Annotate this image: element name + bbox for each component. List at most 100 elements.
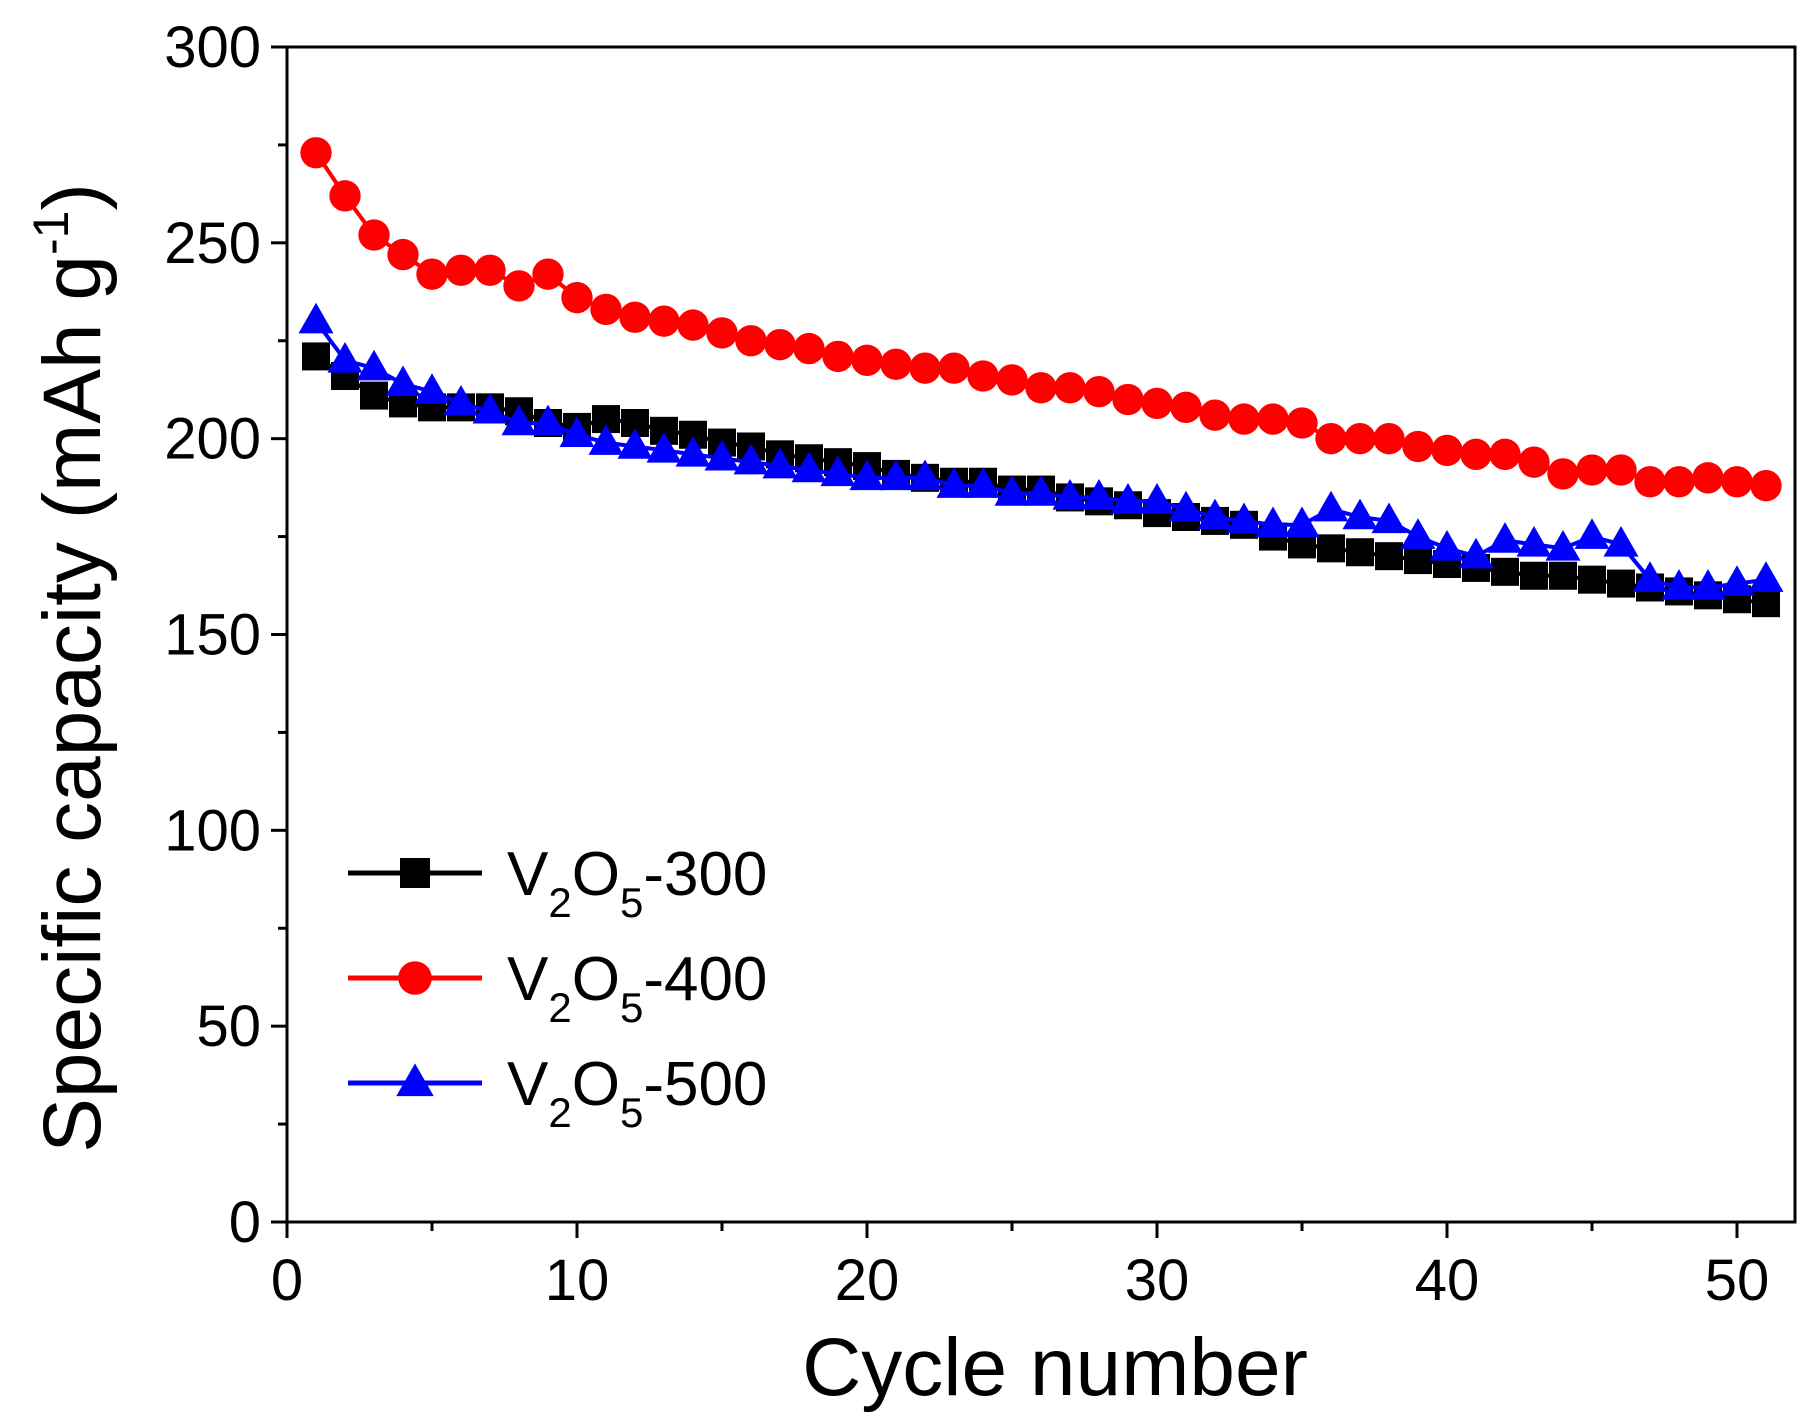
- x-tick-label: 30: [1125, 1248, 1190, 1313]
- data-point-v2o5-400: [300, 137, 332, 169]
- legend-label-part: O: [572, 1050, 620, 1119]
- data-point-v2o5-400: [1054, 372, 1086, 404]
- data-point-v2o5-300: [1375, 542, 1403, 571]
- data-point-v2o5-400: [1083, 375, 1115, 408]
- data-point-v2o5-500: [675, 435, 711, 467]
- data-point-v2o5-300: [1317, 534, 1345, 563]
- data-point-v2o5-500: [1255, 506, 1291, 538]
- legend-item-v2o5-400: V2O5-400: [348, 945, 767, 1031]
- data-point-v2o5-500: [1168, 490, 1204, 522]
- data-point-v2o5-400: [1344, 422, 1376, 455]
- data-point-v2o5-500: [965, 467, 1001, 498]
- y-tick-label: 250: [164, 211, 261, 276]
- data-point-v2o5-400: [996, 364, 1028, 396]
- data-point-v2o5-500: [1139, 482, 1175, 514]
- legend-label-part: V: [507, 1050, 549, 1119]
- ticks: 0 50 100 150 200 250 300 0 10 20 30 40 50: [164, 15, 1769, 1313]
- data-point-v2o5-500: [936, 467, 972, 498]
- legend-subscript: 2: [548, 984, 571, 1031]
- data-point-v2o5-400: [1634, 466, 1666, 498]
- data-point-v2o5-400: [1025, 372, 1057, 404]
- data-point-v2o5-400: [1431, 434, 1463, 467]
- data-point-v2o5-500: [1342, 498, 1378, 530]
- data-point-v2o5-400: [1199, 399, 1231, 431]
- data-point-v2o5-500: [501, 404, 537, 436]
- legend-subscript: 5: [620, 879, 643, 926]
- data-point-v2o5-400: [329, 180, 361, 212]
- data-point-v2o5-400: [1286, 407, 1318, 439]
- data-point-v2o5-400: [1489, 438, 1521, 471]
- y-tick-label: 100: [164, 798, 261, 863]
- data-point-v2o5-500: [1081, 479, 1117, 510]
- data-point-v2o5-400: [358, 219, 390, 251]
- data-point-v2o5-400: [967, 360, 999, 392]
- data-point-v2o5-500: [530, 404, 566, 436]
- legend-marker: [398, 961, 432, 995]
- legend-subscript: 5: [620, 984, 643, 1031]
- data-point-v2o5-500: [588, 424, 624, 455]
- data-point-v2o5-300: [1346, 538, 1374, 567]
- data-point-v2o5-500: [1516, 526, 1552, 557]
- data-point-v2o5-500: [1487, 522, 1523, 553]
- legend-label-part: -400: [643, 945, 767, 1014]
- data-point-v2o5-400: [851, 344, 883, 377]
- data-point-v2o5-300: [1549, 561, 1577, 590]
- legend-marker: [396, 1063, 434, 1097]
- data-point-v2o5-400: [532, 258, 564, 290]
- data-point-v2o5-400: [1721, 466, 1753, 498]
- legend-label-part: O: [572, 840, 620, 909]
- x-tick-label: 10: [545, 1248, 610, 1313]
- data-point-v2o5-500: [1197, 498, 1233, 530]
- data-point-v2o5-500: [849, 459, 885, 491]
- data-point-v2o5-300: [1578, 565, 1606, 594]
- data-point-v2o5-400: [416, 258, 448, 290]
- legend-label-part: V: [507, 840, 549, 909]
- data-point-v2o5-500: [1052, 479, 1088, 510]
- data-point-v2o5-500: [559, 416, 595, 447]
- axes: [285, 45, 1797, 1224]
- data-point-v2o5-500: [385, 365, 421, 397]
- data-point-v2o5-400: [474, 254, 506, 286]
- data-point-v2o5-500: [298, 302, 334, 334]
- x-tick-label: 50: [1705, 1248, 1770, 1313]
- legend-label-part: V: [507, 945, 549, 1014]
- data-point-v2o5-500: [1023, 475, 1059, 506]
- data-point-v2o5-400: [561, 281, 593, 314]
- data-point-v2o5-400: [880, 348, 912, 380]
- data-point-v2o5-400: [1576, 454, 1608, 486]
- data-point-v2o5-400: [387, 238, 419, 271]
- data-point-v2o5-500: [443, 385, 479, 416]
- data-point-v2o5-500: [1429, 529, 1465, 561]
- data-point-v2o5-400: [1663, 466, 1695, 498]
- data-point-v2o5-400: [822, 340, 854, 373]
- data-point-v2o5-500: [820, 455, 856, 487]
- data-point-v2o5-400: [1605, 454, 1637, 486]
- legend-label-part: O: [572, 945, 620, 1014]
- data-point-v2o5-500: [617, 428, 653, 459]
- data-point-v2o5-300: [360, 381, 388, 410]
- data-point-v2o5-500: [646, 432, 682, 463]
- legend-label-part: -500: [643, 1050, 767, 1119]
- data-point-v2o5-300: [1607, 569, 1635, 598]
- data-point-v2o5-500: [472, 392, 508, 424]
- data-point-v2o5-500: [994, 475, 1030, 506]
- data-point-v2o5-400: [1750, 469, 1782, 502]
- data-point-v2o5-500: [791, 451, 827, 483]
- data-point-v2o5-500: [762, 447, 798, 479]
- data-point-v2o5-400: [1141, 387, 1173, 420]
- legend-marker: [400, 858, 430, 888]
- data-point-v2o5-400: [1518, 446, 1550, 478]
- data-point-v2o5-500: [1748, 561, 1784, 592]
- data-point-v2o5-500: [356, 349, 392, 381]
- legend-subscript: 5: [620, 1089, 643, 1136]
- x-tick-label: 20: [835, 1248, 900, 1313]
- data-point-v2o5-500: [1371, 502, 1407, 534]
- data-point-v2o5-400: [1373, 422, 1405, 455]
- data-point-v2o5-500: [733, 443, 769, 475]
- data-point-v2o5-400: [1112, 383, 1144, 416]
- data-point-v2o5-400: [706, 317, 738, 349]
- data-point-v2o5-500: [1226, 502, 1262, 534]
- data-point-v2o5-500: [1458, 537, 1494, 569]
